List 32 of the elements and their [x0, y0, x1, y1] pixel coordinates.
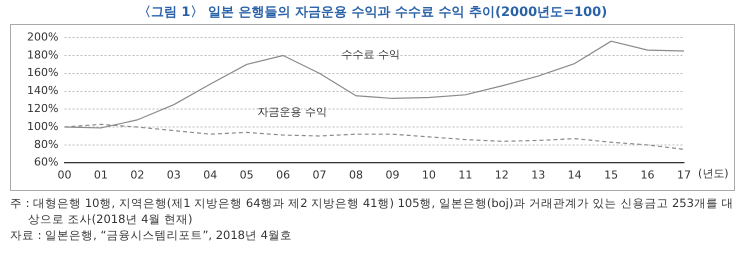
y-tick-label: 60%	[34, 156, 58, 169]
x-tick-label: 01	[94, 168, 108, 182]
text: 자료 : 일본은행, “금융시스템리포트”, 2018년 4월호	[10, 227, 293, 243]
x-tick-label: 17	[677, 168, 691, 182]
x-tick-label: 06	[276, 168, 290, 182]
y-tick-label: 140%	[26, 84, 58, 98]
series-label: 수수료 수익	[341, 48, 400, 62]
y-tick-label: 200%	[26, 30, 58, 44]
x-tick-label: 13	[531, 168, 546, 182]
y-tick-label: 80%	[34, 138, 58, 151]
x-tick-label: 03	[166, 168, 181, 182]
x-tick-label: 12	[494, 168, 509, 182]
x-tick-label: 16	[640, 168, 655, 182]
x-tick-label: 10	[422, 168, 436, 182]
y-tick-label: 120%	[26, 102, 58, 115]
x-tick-label: 00	[57, 168, 72, 182]
text: 주 : 대형은행 10행, 지역은행(제1 지방은행 64행과 제2 지방은행 41행) 105행, 일본은행(boj)과 거래관계가 있는 신용금고 253개를 대상으로 조사(2018년 4월 현재)	[10, 195, 735, 227]
x-tick-label: 15	[604, 168, 618, 182]
x-tick-label: 09	[385, 168, 400, 182]
x-tick-label: 11	[458, 168, 472, 182]
x-tick-label: 14	[568, 168, 582, 182]
x-tick-label: 05	[240, 168, 254, 182]
x-tick-label: 02	[130, 168, 144, 182]
chart-title: 〈그림 1〉 일본 은행들의 자금운용 수익과 수수료 수익 추이(2000년도=100)	[136, 4, 608, 22]
y-tick-label: 160%	[26, 66, 58, 80]
y-tick-label: 100%	[26, 120, 58, 133]
y-tick-label: 180%	[26, 48, 58, 62]
series-label: 자금운용 수익	[258, 105, 328, 118]
x-tick-label: 08	[349, 168, 363, 182]
x-tick-label: 07	[312, 168, 327, 182]
x-tick-label: 04	[203, 168, 218, 182]
x-axis-title: (년도)	[698, 167, 729, 180]
